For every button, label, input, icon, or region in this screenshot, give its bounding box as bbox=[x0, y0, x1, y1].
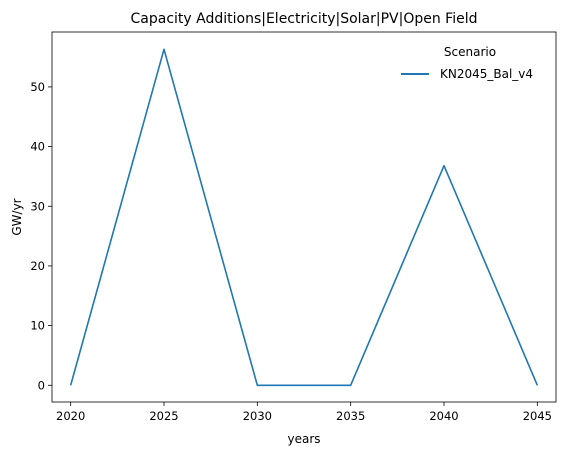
chart-title: Capacity Additions|Electricity|Solar|PV|… bbox=[131, 11, 478, 27]
series-layer bbox=[69, 48, 539, 387]
legend-title: Scenario bbox=[444, 45, 496, 59]
y-axis: 0 10 20 30 40 50 bbox=[30, 80, 52, 392]
series-line bbox=[69, 48, 539, 387]
x-tick-label: 2030 bbox=[243, 409, 272, 423]
y-tick-label: 30 bbox=[30, 199, 45, 213]
x-axis: 2020 2025 2030 2035 2040 2045 bbox=[56, 402, 552, 423]
x-tick-label: 2035 bbox=[336, 409, 365, 423]
x-tick-label: 2025 bbox=[149, 409, 178, 423]
y-axis-label: GW/yr bbox=[10, 198, 24, 235]
legend: Scenario KN2045_Bal_v4 bbox=[401, 45, 533, 81]
plot-area-frame bbox=[51, 31, 557, 403]
y-tick-label: 40 bbox=[30, 140, 45, 154]
y-tick-label: 50 bbox=[30, 80, 45, 94]
x-tick-label: 2020 bbox=[56, 409, 85, 423]
y-tick-label: 0 bbox=[38, 378, 45, 392]
y-tick-label: 10 bbox=[30, 319, 45, 333]
x-tick-label: 2040 bbox=[429, 409, 458, 423]
y-tick-label: 20 bbox=[30, 259, 45, 273]
x-tick-label: 2045 bbox=[523, 409, 552, 423]
legend-series-label: KN2045_Bal_v4 bbox=[440, 67, 533, 81]
x-axis-label: years bbox=[287, 432, 320, 446]
